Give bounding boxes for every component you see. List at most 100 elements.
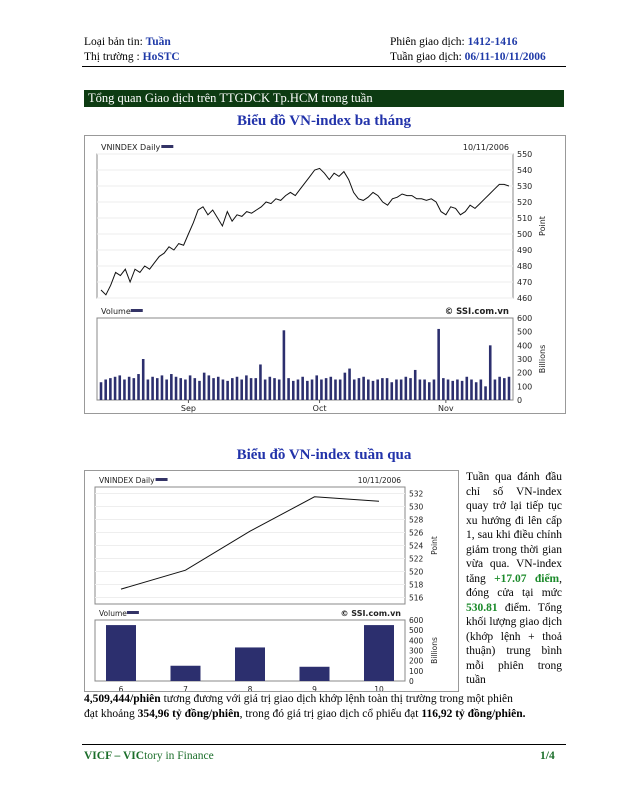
volume-bar xyxy=(423,379,426,400)
volume-bar xyxy=(240,379,243,400)
volume-bar xyxy=(216,376,220,400)
stock-value: 116,92 tỷ đồng/phiên. xyxy=(421,708,526,720)
footer-rule xyxy=(82,744,566,745)
volume-bar xyxy=(202,372,206,400)
price-tick-label: 460 xyxy=(517,294,532,303)
volume-bar xyxy=(381,378,384,400)
volume-bar xyxy=(488,345,492,400)
volume-bar xyxy=(137,374,140,400)
volume-bar xyxy=(399,379,403,400)
x-tick-label: 8 xyxy=(248,685,253,691)
footer-brand: VICF – VICtory in Finance xyxy=(84,750,214,762)
volume-bar xyxy=(367,379,370,400)
volume-bar xyxy=(174,376,178,400)
volume-tick-label: 0 xyxy=(409,677,414,686)
volume-bar xyxy=(357,378,361,400)
volume-tick-label: 200 xyxy=(517,369,532,378)
volume-bar xyxy=(493,379,497,400)
volume-tick-label: 500 xyxy=(517,328,532,337)
volume-bar xyxy=(155,378,159,400)
volume-bar xyxy=(376,379,379,400)
volume-bar xyxy=(503,378,506,400)
price-tick-label: 518 xyxy=(409,581,424,590)
volume-bar xyxy=(188,375,192,400)
header-rule xyxy=(82,66,566,67)
volume-bar xyxy=(418,379,422,400)
volume-bar xyxy=(437,328,440,400)
price-tick-label: 500 xyxy=(517,230,532,239)
volume-bar xyxy=(320,379,323,400)
volume-bar xyxy=(446,379,450,400)
week-range: Tuần giao dịch: 06/11-10/11/2006 xyxy=(390,51,546,63)
volume-bar xyxy=(306,380,309,400)
volume-bar xyxy=(352,379,356,400)
volume-tick-label: 600 xyxy=(517,314,532,323)
volume-bar xyxy=(465,376,469,400)
price-tick-label: 520 xyxy=(517,198,532,207)
price-legend-swatch xyxy=(155,478,168,481)
price-tick-label: 470 xyxy=(517,278,532,287)
volume-bar xyxy=(432,379,436,400)
market: Thị trường : HoSTC xyxy=(84,51,180,63)
market-value: HoSTC xyxy=(142,51,180,63)
volume-bar xyxy=(151,376,154,400)
volume-bar xyxy=(160,375,164,400)
price-tick-label: 528 xyxy=(409,516,424,525)
volume-bar xyxy=(146,379,150,400)
price-tick-label: 526 xyxy=(409,529,424,538)
volume-tick-label: 100 xyxy=(409,667,424,676)
volume-tick-label: 0 xyxy=(517,396,522,405)
volume-bar xyxy=(184,379,187,400)
week-range-value: 06/11-10/11/2006 xyxy=(464,51,546,63)
x-tick-label: 10 xyxy=(374,685,384,691)
volume-bar xyxy=(390,382,394,400)
vnindex-line xyxy=(100,167,510,296)
watermark: © SSI.com.vn xyxy=(341,609,402,618)
volume-bar xyxy=(212,378,215,400)
volume-bar xyxy=(498,376,501,400)
volume-bar xyxy=(123,379,126,400)
price-tick-label: 550 xyxy=(517,150,532,159)
volume-bar xyxy=(249,378,253,400)
volume-bar xyxy=(299,666,330,681)
price-legend-swatch xyxy=(161,145,174,148)
volume-bar xyxy=(404,376,408,400)
volume-tick-label: 300 xyxy=(517,355,532,364)
volume-bar xyxy=(193,378,197,400)
volume-bar xyxy=(198,380,201,400)
volume-axis-label: Billions xyxy=(538,345,547,374)
avg-value: 354,96 tỷ đồng/phiên xyxy=(137,708,240,720)
volume-bar xyxy=(470,379,473,400)
volume-axis-label: Billions xyxy=(430,637,439,664)
volume-bar xyxy=(113,376,117,400)
price-tick-label: 540 xyxy=(517,166,532,175)
volume-bar xyxy=(226,380,229,400)
price-axis-label: Point xyxy=(538,216,547,236)
volume-legend-swatch xyxy=(130,309,143,312)
volume-bar xyxy=(287,378,290,400)
x-tick-label: 9 xyxy=(312,685,317,691)
chart2-frame: VNINDEX Daily 10/11/2006 532 530 528 526 524 52… xyxy=(84,470,459,694)
volume-bar xyxy=(268,376,272,400)
volume-legend: Volume xyxy=(99,609,127,618)
price-tick-label: 530 xyxy=(517,182,532,191)
price-axis-label: Point xyxy=(430,536,439,555)
volume-bar xyxy=(507,376,511,400)
volume-bar xyxy=(231,378,234,400)
chart1-frame: VNINDEX Daily 10/11/2006 550 540 530 520 510 50… xyxy=(84,135,566,414)
volume-tick-label: 600 xyxy=(409,616,424,625)
volume-bar xyxy=(413,369,417,400)
volume-bar xyxy=(364,625,394,681)
volume-legend: Volume xyxy=(101,307,131,316)
volume-bar xyxy=(456,379,459,400)
price-legend: VNINDEX Daily xyxy=(99,476,155,485)
x-tick-label: Oct xyxy=(313,404,327,413)
volume-bar xyxy=(334,379,337,400)
volume-tick-label: 200 xyxy=(409,657,424,666)
volume-legend-swatch xyxy=(126,611,139,614)
price-tick-label: 480 xyxy=(517,262,532,271)
price-tick-label: 490 xyxy=(517,246,532,255)
index-change: +17.07 điểm xyxy=(494,572,560,585)
volume-bar xyxy=(207,375,211,400)
price-tick-label: 522 xyxy=(409,555,424,564)
